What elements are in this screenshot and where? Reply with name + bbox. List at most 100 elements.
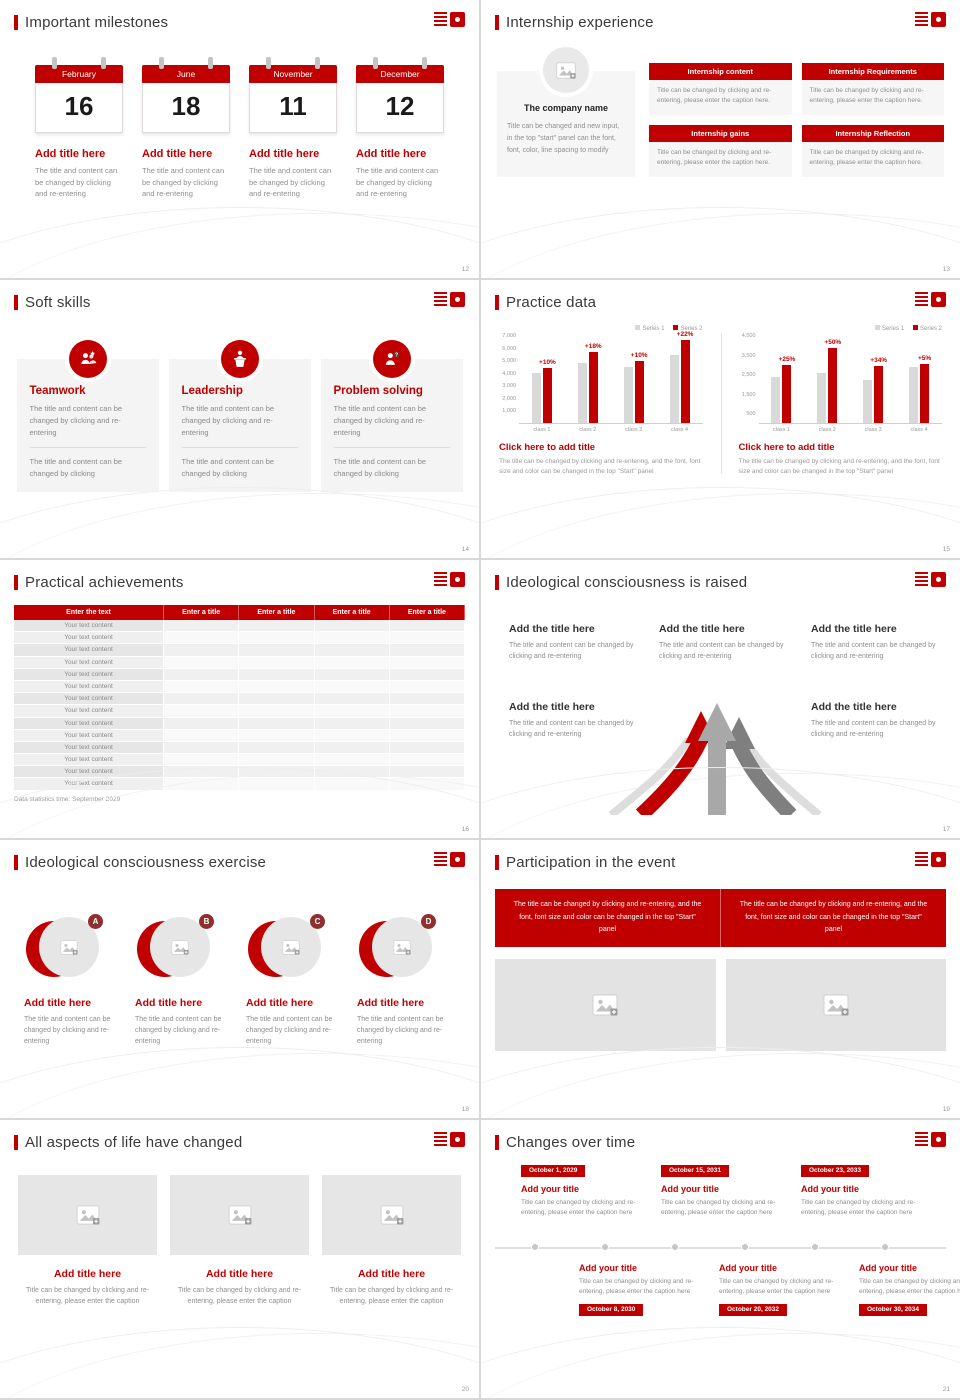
title-block[interactable]: Add the title here The title and content… [509, 623, 645, 662]
calendar-day: 11 [249, 83, 337, 133]
calendar-card[interactable]: February 16 Add title here The title and… [35, 57, 123, 200]
exercise-item-b[interactable]: B Add title here The title and content c… [135, 914, 233, 1048]
image-placeholder-icon [823, 994, 849, 1016]
image-placeholder[interactable] [725, 958, 946, 1051]
card-text: Title can be changed by clicking and re-… [25, 1287, 150, 1306]
timeline-item[interactable]: October 15, 2031 Add your title Title ca… [661, 1159, 787, 1219]
achievements-table[interactable]: Enter the text Enter a title Enter a title… [14, 605, 465, 791]
title-block[interactable]: Add the title here The title and content… [811, 623, 947, 662]
calendar-card[interactable]: June 18 Add title here The title and con… [142, 57, 230, 200]
exercise-item-a[interactable]: A Add title here The title and content c… [24, 914, 122, 1048]
card-text: The title and content can be changed by … [35, 166, 118, 199]
image-placeholder-circle[interactable] [39, 917, 99, 977]
slide-life-changed[interactable]: All aspects of life have changed Add tit… [0, 1120, 479, 1398]
page-number: 15 [942, 546, 950, 553]
skill-card-problem-solving[interactable]: ? Problem solving The title and content … [320, 340, 463, 492]
internship-box[interactable]: Internship content Title can be changed … [649, 63, 792, 115]
timeline-item[interactable]: Add your title Title can be changed by c… [719, 1263, 845, 1316]
university-logo-text [434, 852, 447, 867]
internship-box[interactable]: Internship gains Title can be changed by… [649, 124, 792, 177]
internship-box[interactable]: Internship Requirements Title can be cha… [801, 63, 944, 115]
block-title: Add the title here [509, 701, 595, 713]
company-image-placeholder[interactable] [543, 47, 589, 93]
slide-header: Internship experience [481, 0, 960, 31]
timeline-item[interactable]: Add your title Title can be changed by c… [859, 1263, 960, 1316]
skill-name: Leadership [181, 385, 243, 397]
card-title: Add title here [35, 148, 106, 160]
slide-title: Changes over time [506, 1134, 636, 1151]
timeline-item[interactable]: October 23, 2033 Add your title Title ca… [801, 1159, 927, 1219]
image-placeholder[interactable] [18, 1175, 157, 1255]
skill-card-teamwork[interactable]: Teamwork The title and content can be ch… [16, 340, 159, 492]
internship-box[interactable]: Internship Reflection Title can be chang… [801, 124, 944, 177]
content-card[interactable]: Add title here Title can be changed by c… [18, 1175, 157, 1307]
slide-header: Practice data [481, 280, 960, 311]
block-text: The title and content can be changed by … [659, 642, 784, 661]
charts-body: Series 1 Series 2 7,000 6,000 5,000 4,000 3,00… [481, 325, 960, 478]
slide-internship-experience[interactable]: Internship experience The company name T… [481, 0, 960, 278]
university-logo-text [915, 292, 928, 307]
university-logo-icon [931, 572, 946, 587]
exercise-item-c[interactable]: C Add title here The title and content c… [246, 914, 344, 1048]
block-text: The title and content can be changed by … [509, 642, 634, 661]
add-title-link[interactable]: Click here to add title [499, 442, 596, 453]
university-logo-icon [450, 852, 465, 867]
title-block[interactable]: Add the title here The title and content… [509, 701, 645, 740]
slide-changes-over-time[interactable]: Changes over time October 1, 2029 Add yo… [481, 1120, 960, 1398]
item-title: Add your title [661, 1184, 719, 1194]
image-placeholder-circle[interactable] [372, 917, 432, 977]
title-accent-bar [495, 15, 499, 30]
date-badge: October 1, 2029 [521, 1164, 586, 1177]
calendar-clip-icon [373, 57, 378, 69]
image-placeholder[interactable] [322, 1175, 461, 1255]
image-placeholder-circle[interactable] [261, 917, 321, 977]
page-number: 13 [942, 266, 950, 273]
image-placeholder-circle[interactable] [150, 917, 210, 977]
bar-chart-left: Series 1 Series 2 7,000 6,000 5,000 4,000 3,00… [502, 325, 703, 433]
calendar-card[interactable]: December 12 Add title here The title and… [356, 57, 444, 200]
add-title-link[interactable]: Click here to add title [738, 442, 835, 453]
calendar-month: June [142, 65, 230, 83]
slide-consciousness-raised[interactable]: Ideological consciousness is raised Add … [481, 560, 960, 838]
block-title: Add the title here [659, 623, 745, 635]
calendar-clip-icon [266, 57, 271, 69]
title-block[interactable]: Add the title here The title and content… [811, 701, 947, 740]
slide-consciousness-exercise[interactable]: Ideological consciousness exercise A Add… [0, 840, 479, 1118]
university-logo-icon [931, 12, 946, 27]
image-placeholder[interactable] [495, 958, 716, 1051]
title-accent-bar [14, 15, 18, 30]
calendar: February 16 [35, 57, 123, 133]
slide-important-milestones[interactable]: Important milestones February 16 Add tit… [0, 0, 479, 278]
content-card[interactable]: Add title here Title can be changed by c… [322, 1175, 461, 1307]
slide-title: Ideological consciousness exercise [25, 854, 267, 871]
title-accent-bar [495, 1135, 499, 1150]
title-block[interactable]: Add the title here The title and content… [659, 623, 795, 662]
box-caption: Title can be changed by clicking and re-… [801, 80, 944, 115]
content-card[interactable]: Add title here Title can be changed by c… [170, 1175, 309, 1307]
page-number: 20 [461, 1386, 469, 1393]
page-number: 14 [461, 546, 469, 553]
slide-practice-data[interactable]: Practice data Series 1 Series 2 7,000 6,000… [481, 280, 960, 558]
block-title: Add the title here [811, 701, 897, 713]
image-circle: B [137, 914, 214, 981]
slide-practical-achievements[interactable]: Practical achievements Enter the text Ent… [0, 560, 479, 838]
slide-title: All aspects of life have changed [25, 1134, 243, 1151]
slide-participation-event[interactable]: Participation in the event The title can… [481, 840, 960, 1118]
timeline-item[interactable]: Add your title Title can be changed by c… [579, 1263, 705, 1316]
image-placeholders-row [495, 958, 946, 1051]
image-placeholder[interactable] [170, 1175, 309, 1255]
calendar-card[interactable]: November 11 Add title here The title and… [249, 57, 337, 200]
card-title: Add title here [142, 148, 213, 160]
skill-card-leadership[interactable]: Leadership The title and content can be … [168, 340, 311, 492]
chart-panel-right: Series 1 Series 2 4,500 3,500 2,500 1,500 500 +… [721, 325, 960, 478]
slide-soft-skills[interactable]: Soft skills Teamwork The title and conte… [0, 280, 479, 558]
exercise-item-d[interactable]: D Add title here The title and content c… [357, 914, 455, 1048]
slide-header: Practical achievements [0, 560, 479, 591]
merging-arrows-graphic [608, 703, 822, 815]
university-logo [434, 1132, 465, 1147]
page-number: 12 [461, 266, 469, 273]
item-title: Add your title [521, 1184, 579, 1194]
calendar-clip-icon [315, 57, 320, 69]
timeline-item[interactable]: October 1, 2029 Add your title Title can… [521, 1159, 647, 1219]
image-placeholder-icon [60, 939, 78, 955]
